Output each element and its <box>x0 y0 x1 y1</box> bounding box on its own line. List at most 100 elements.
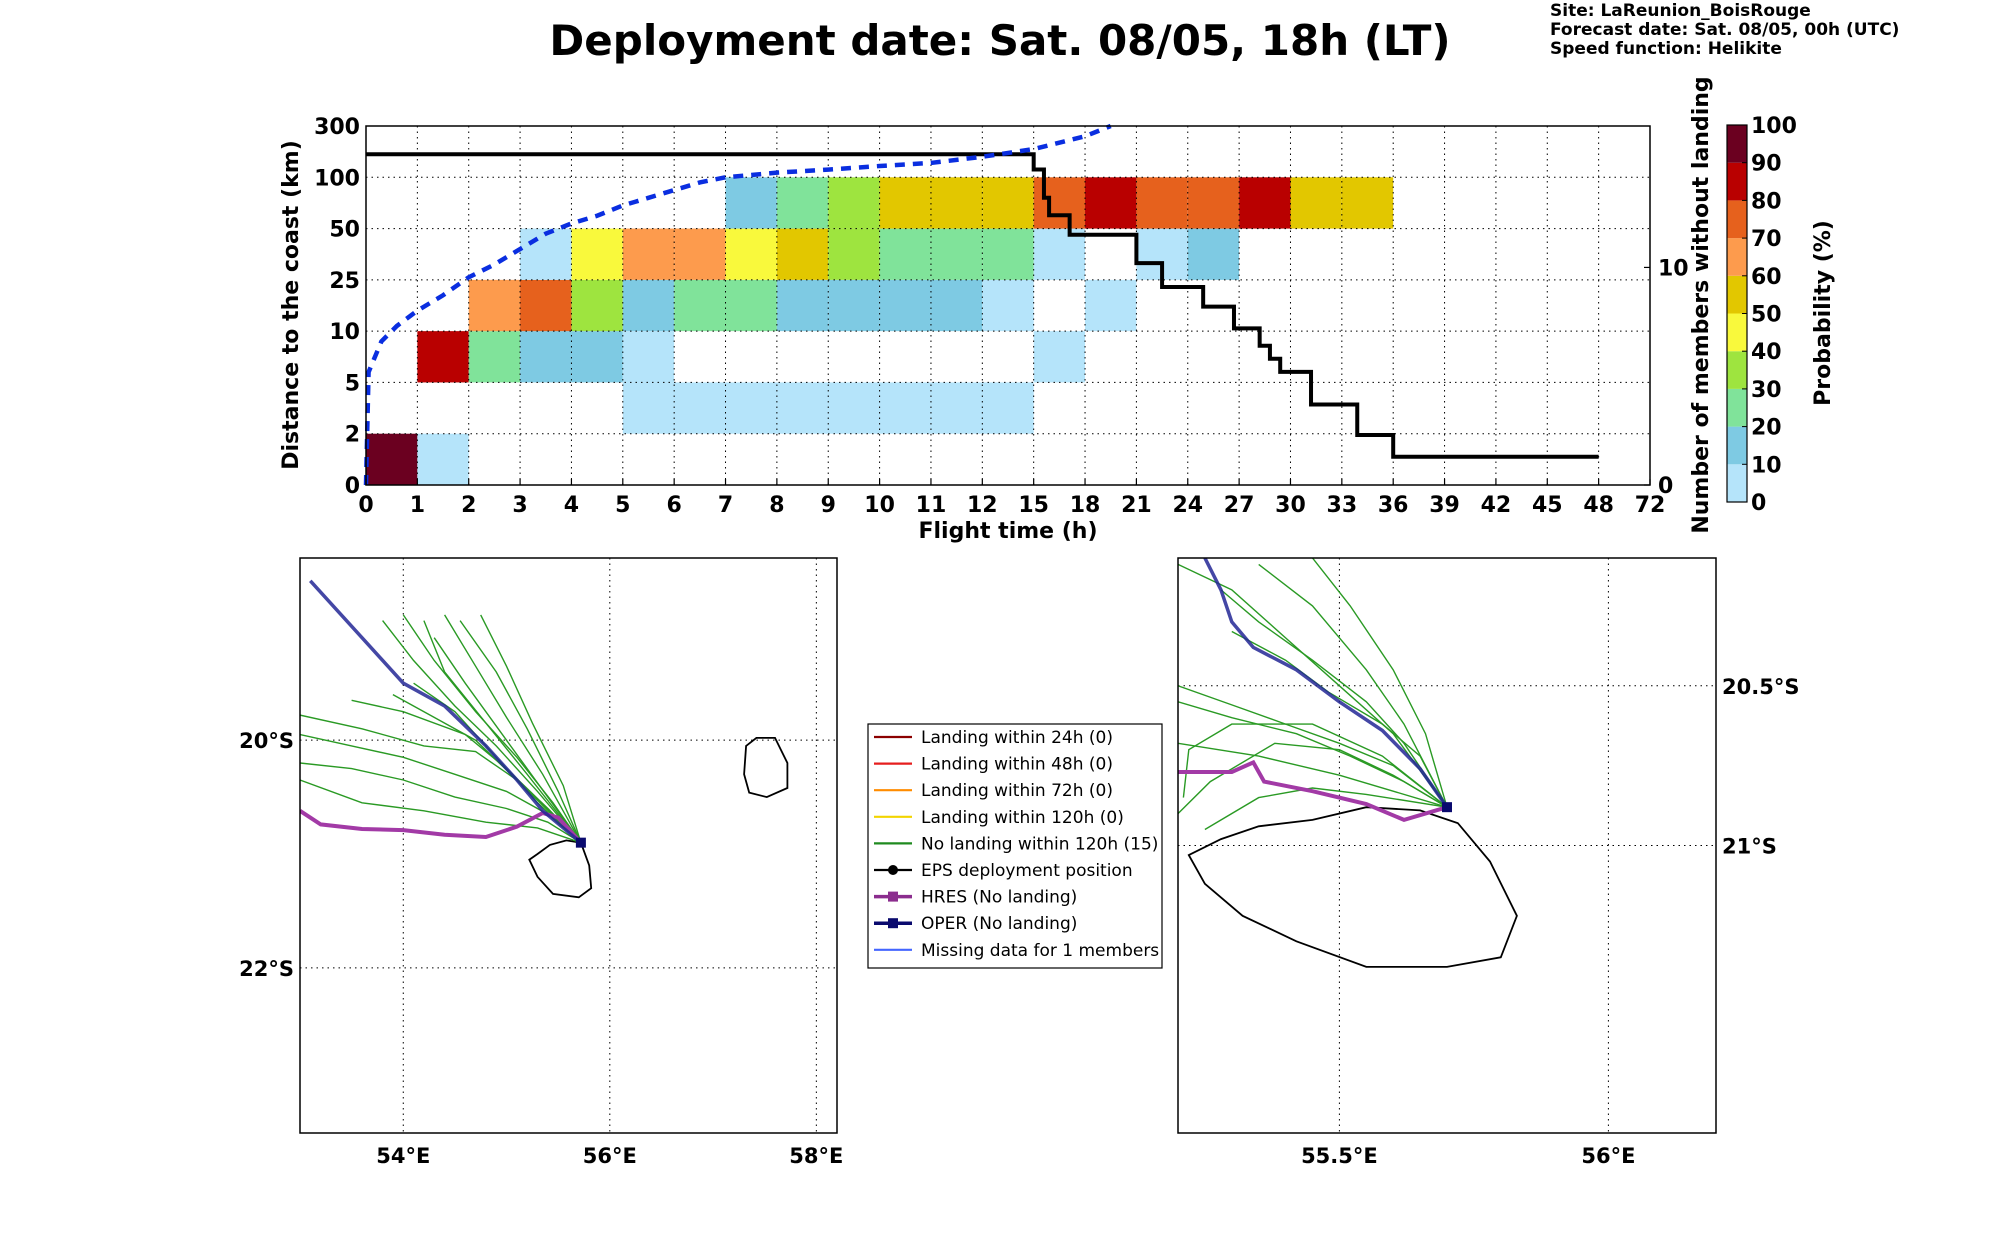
heatmap-cell <box>417 433 469 485</box>
heatmap-cell <box>879 279 931 332</box>
heatmap-cells <box>366 177 1394 485</box>
colorbar-tick-label: 10 <box>1751 453 1782 478</box>
legend-box <box>867 723 1163 969</box>
hres-track <box>300 809 583 845</box>
longitude-label: 56°E <box>1581 1144 1635 1168</box>
heatmap-cell <box>674 279 726 332</box>
heatmap-cell <box>1341 177 1394 229</box>
colorbar-segment <box>1727 275 1747 314</box>
y2-tick-label: 10 <box>1658 256 1689 281</box>
heatmap-cell <box>1085 279 1137 332</box>
heatmap-cell <box>468 279 521 332</box>
colorbar <box>1726 124 1748 503</box>
colorbar-tick-label: 60 <box>1751 265 1782 290</box>
y-tick-label: 25 <box>329 269 360 294</box>
x-tick-label: 48 <box>1583 493 1614 518</box>
heatmap-cell <box>1033 331 1086 383</box>
heatmap-cell <box>776 177 829 229</box>
ensemble-member-track <box>423 620 582 844</box>
heatmap-cell <box>1239 177 1291 229</box>
oper-track <box>1203 558 1449 809</box>
map-right-frame <box>1177 557 1717 1134</box>
legend-marker <box>888 918 898 929</box>
y-tick-label: 0 <box>345 474 360 499</box>
site-label: Site: LaReunion_BoisRouge <box>1550 1 1811 21</box>
x-tick-label: 27 <box>1224 493 1255 518</box>
heatmap-cell <box>828 228 880 280</box>
y-axis-label: Distance to the coast (km) <box>279 140 304 470</box>
heatmap-cell <box>879 177 931 229</box>
heatmap-cell <box>622 279 675 332</box>
heatmap-cell <box>520 279 572 332</box>
heatmap-cell <box>1136 177 1188 229</box>
y-tick-label: 10 <box>329 320 360 345</box>
x-tick-label: 7 <box>718 493 733 518</box>
deployment-marker <box>1442 802 1452 813</box>
colorbar-segment <box>1727 313 1747 352</box>
x-tick-label: 4 <box>564 493 579 518</box>
heatmap-cell <box>366 433 418 485</box>
longitude-label: 58°E <box>789 1144 843 1168</box>
reunion-coastline <box>528 839 593 899</box>
heatmap-cell <box>622 228 675 280</box>
ensemble-member-track <box>300 714 582 844</box>
ensemble-member-track <box>1178 742 1448 808</box>
x-tick-label: 30 <box>1275 493 1306 518</box>
heatmap-cell <box>1187 228 1240 280</box>
heatmap-cell <box>930 177 983 229</box>
y2-axis-label: Number of members without landing <box>1689 76 1714 533</box>
x-tick-label: 8 <box>769 493 784 518</box>
speed-function-label: Speed function: Helikite <box>1550 39 1782 59</box>
heatmap-cell <box>982 279 1034 332</box>
y-tick-label: 2 <box>345 423 360 448</box>
metadata-block: Site: LaReunion_BoisRouge Forecast date:… <box>1550 2 1899 59</box>
x-tick-label: 11 <box>916 493 947 518</box>
colorbar-segment <box>1727 162 1747 201</box>
longitude-label: 56°E <box>583 1144 637 1168</box>
heatmap-cell <box>674 228 726 280</box>
colorbar-segment <box>1727 238 1747 276</box>
oper-track <box>309 579 583 845</box>
heatmap-cell <box>571 279 623 332</box>
x-tick-label: 0 <box>358 493 373 518</box>
colorbar-label: Probability (%) <box>1811 220 1836 406</box>
colorbar-ticks: 0 10 20 30 40 50 60 70 80 90 100 <box>1742 114 1797 516</box>
latitude-label: 20.5°S <box>1722 675 1799 699</box>
heatmap-cell <box>622 331 675 383</box>
legend-label: EPS deployment position <box>921 861 1133 881</box>
x-tick-label: 3 <box>512 493 527 518</box>
ensemble-member-track <box>1220 589 1448 808</box>
ensemble-member-track <box>1311 558 1448 808</box>
colorbar-tick-label: 80 <box>1751 189 1782 214</box>
map-right <box>1178 558 1716 1133</box>
x-tick-label: 18 <box>1070 493 1101 518</box>
heatmap-cell <box>1033 228 1086 280</box>
x-tick-label: 9 <box>821 493 836 518</box>
ensemble-member-track <box>402 614 582 844</box>
legend-label: No landing within 120h (15) <box>921 834 1158 854</box>
heatmap-cell <box>982 177 1034 229</box>
heatmap-cell <box>725 228 777 280</box>
heatmap-cell <box>725 177 777 229</box>
legend-label: Landing within 120h (0) <box>921 808 1124 828</box>
map-left-frame <box>299 557 838 1134</box>
colorbar-segment <box>1727 388 1747 427</box>
colorbar-tick-label: 90 <box>1751 152 1782 177</box>
ensemble-member-track <box>1182 723 1448 808</box>
colorbar-segment <box>1727 351 1747 389</box>
heatmap-cell <box>417 331 469 383</box>
legend-label: Landing within 24h (0) <box>921 728 1113 748</box>
hres-track <box>1178 759 1448 823</box>
heatmap-cell <box>879 228 931 280</box>
flight-time-ticks: 0 1 2 3 4 5 6 7 8 9 10 11 12 15 18 21 24 27 30 33 36 39 42 45 48… <box>358 479 1665 518</box>
heatmap-cell <box>982 228 1034 280</box>
legend-marker <box>888 865 898 875</box>
x-tick-label: 36 <box>1378 493 1409 518</box>
x-tick-label: 15 <box>1018 493 1049 518</box>
longitude-label: 55.5°E <box>1301 1144 1378 1168</box>
latitude-label: 20°S <box>239 729 294 753</box>
deployment-marker <box>575 837 586 848</box>
heatmap-cell <box>930 228 983 280</box>
x-tick-label: 72 <box>1635 493 1666 518</box>
